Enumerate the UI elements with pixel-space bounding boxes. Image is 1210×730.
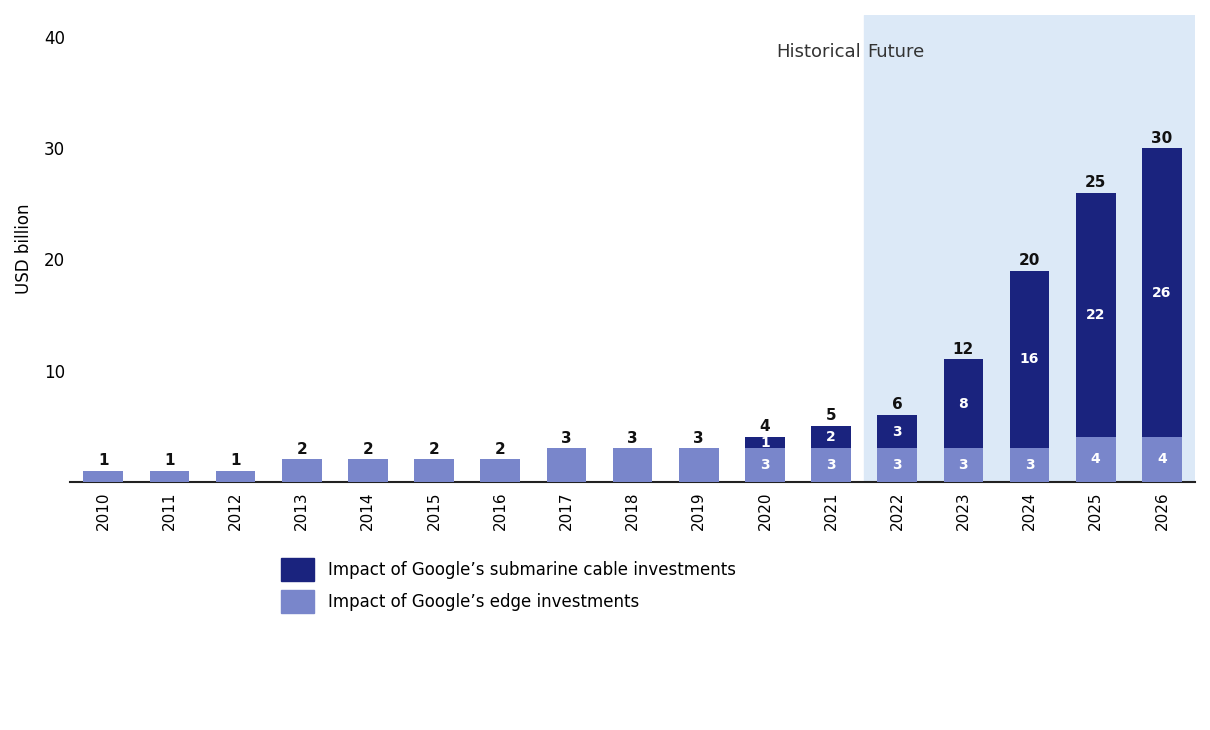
Bar [745, 437, 785, 448]
Text: 16: 16 [1020, 353, 1039, 366]
Bar [414, 459, 454, 482]
Text: 1: 1 [98, 453, 109, 468]
Bar [1142, 437, 1182, 482]
Text: 2: 2 [826, 430, 836, 445]
Text: 3: 3 [561, 431, 571, 445]
Bar [811, 426, 851, 448]
Text: 1: 1 [760, 436, 770, 450]
Text: 20: 20 [1019, 253, 1041, 268]
Bar [745, 448, 785, 482]
Bar [150, 471, 189, 482]
Text: 22: 22 [1087, 308, 1106, 322]
Text: 26: 26 [1152, 286, 1171, 300]
Bar [1076, 193, 1116, 437]
Text: 4: 4 [760, 420, 771, 434]
Text: 1: 1 [165, 453, 174, 468]
Bar [612, 448, 652, 482]
Text: 25: 25 [1085, 175, 1106, 190]
Text: 2: 2 [296, 442, 307, 457]
Text: 3: 3 [760, 458, 770, 472]
Bar [83, 471, 123, 482]
Text: 30: 30 [1151, 131, 1172, 145]
Bar [480, 459, 520, 482]
Bar [864, 15, 1195, 482]
Text: Future: Future [868, 43, 924, 61]
Bar [1009, 448, 1049, 482]
Text: 2: 2 [363, 442, 373, 457]
Text: 6: 6 [892, 397, 903, 412]
Bar [1076, 437, 1116, 482]
Text: 3: 3 [826, 458, 836, 472]
Text: 12: 12 [952, 342, 974, 357]
Bar [547, 448, 586, 482]
Text: 2: 2 [428, 442, 439, 457]
Text: 3: 3 [893, 458, 901, 472]
Bar [215, 471, 255, 482]
Text: 8: 8 [958, 397, 968, 411]
Text: 1: 1 [230, 453, 241, 468]
Bar [877, 448, 917, 482]
Text: 3: 3 [893, 425, 901, 439]
Legend: Impact of Google’s submarine cable investments, Impact of Google’s edge investme: Impact of Google’s submarine cable inves… [281, 558, 736, 613]
Bar [282, 459, 322, 482]
Text: 5: 5 [825, 408, 836, 423]
Bar [679, 448, 719, 482]
Text: 3: 3 [693, 431, 704, 445]
Y-axis label: USD billion: USD billion [15, 203, 33, 293]
Bar [1142, 148, 1182, 437]
Text: 4: 4 [1091, 453, 1101, 466]
Bar [348, 459, 387, 482]
Text: Historical: Historical [776, 43, 860, 61]
Text: 3: 3 [1025, 458, 1035, 472]
Text: 2: 2 [495, 442, 506, 457]
Text: 4: 4 [1157, 453, 1166, 466]
Bar [877, 415, 917, 448]
Text: 3: 3 [627, 431, 638, 445]
Bar [944, 448, 984, 482]
Bar [811, 448, 851, 482]
Bar [1009, 271, 1049, 448]
Bar [944, 359, 984, 448]
Text: 3: 3 [958, 458, 968, 472]
